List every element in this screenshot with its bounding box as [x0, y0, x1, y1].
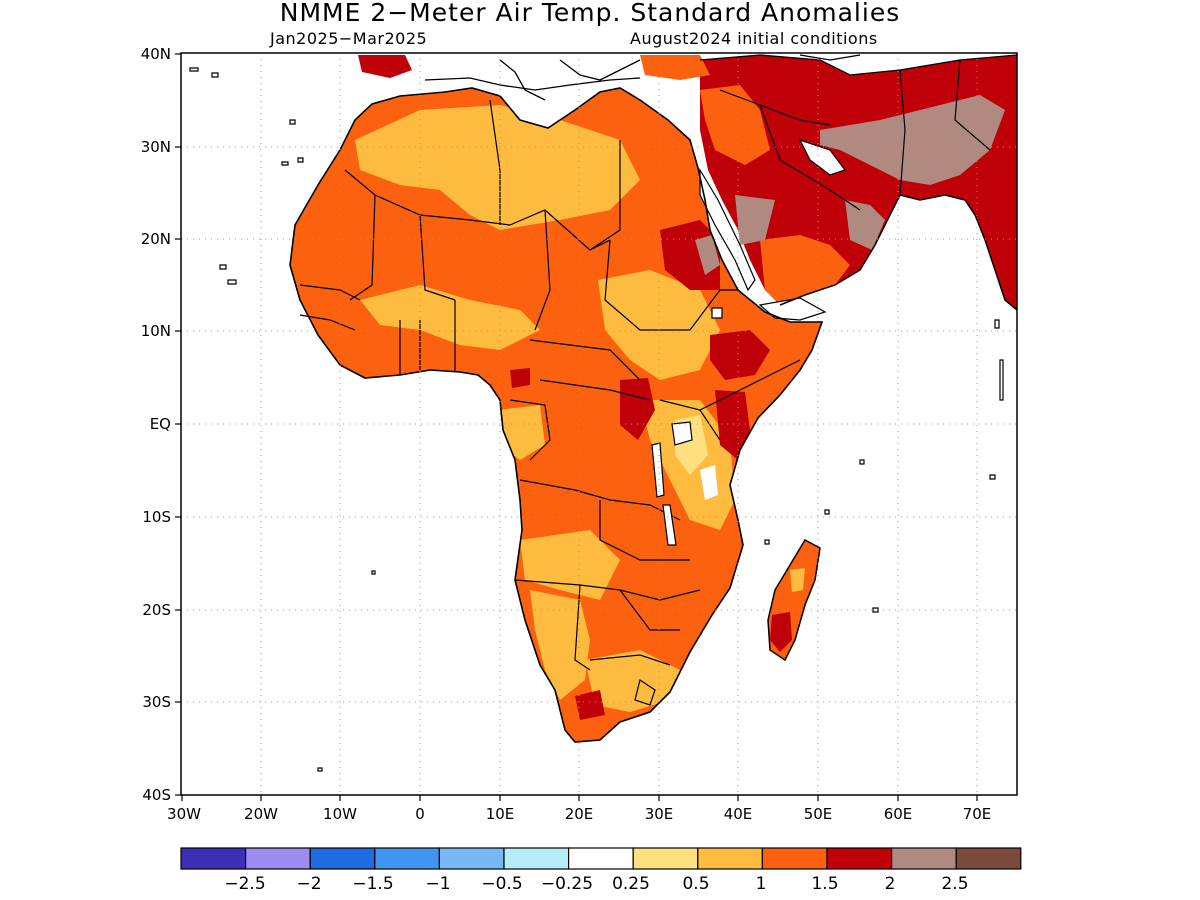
colorbar-swatch [761, 847, 828, 870]
lon-tick-label: 30E [645, 805, 674, 823]
axis-ticks [175, 53, 978, 801]
colorbar-swatch [374, 847, 440, 870]
colorbar-labels: −2.5 −2 −1.5 −1 −0.5 −0.25 0.25 0.5 1 1.… [224, 874, 968, 894]
forecast-period: Jan2025−Mar2025 [270, 29, 428, 48]
lat-tick-label: 10N [141, 322, 171, 340]
lon-tick-label: 10W [323, 805, 357, 823]
colorbar-label: 1.5 [811, 874, 838, 894]
colorbar-swatch [890, 847, 957, 870]
lon-tick-label: 40E [724, 805, 753, 823]
lon-tick-label: 20W [244, 805, 278, 823]
lon-tick-label: 10E [486, 805, 515, 823]
anomaly-fields [189, 54, 1017, 772]
map-gridlines [181, 53, 1017, 795]
lat-tick-label: EQ [150, 415, 171, 433]
lon-tick-label: 0 [415, 805, 425, 823]
colorbar-swatch [826, 847, 893, 870]
colorbar-label: −2.5 [224, 874, 265, 894]
initial-conditions: August2024 initial conditions [630, 29, 878, 48]
colorbar-swatch [309, 847, 376, 870]
lat-tick-label: 40S [142, 786, 171, 804]
colorbar-label: 2 [885, 874, 896, 894]
lat-tick-label: 40N [141, 45, 171, 63]
colorbar-swatch [955, 847, 1022, 870]
colorbar-swatch [503, 847, 570, 870]
colorbar-label: 1 [756, 874, 767, 894]
colorbar [180, 847, 1022, 870]
lon-tick-label: 70E [963, 805, 992, 823]
colorbar-label: 0.5 [682, 874, 709, 894]
colorbar-label: −1.5 [352, 874, 393, 894]
lon-tick-label: 30W [167, 805, 201, 823]
lat-tick-label: 20N [141, 230, 171, 248]
colorbar-label: −0.25 [541, 874, 593, 894]
colorbar-swatch [180, 847, 247, 870]
colorbar-swatch [697, 847, 763, 870]
colorbar-swatch [632, 847, 699, 870]
lat-tick-label: 30N [141, 138, 171, 156]
lat-tick-label: 30S [142, 693, 171, 711]
colorbar-label: −0.5 [481, 874, 522, 894]
colorbar-label: 2.5 [941, 874, 968, 894]
lat-tick-label: 20S [142, 601, 171, 619]
colorbar-swatch [245, 847, 311, 870]
lon-tick-label: 60E [884, 805, 913, 823]
lon-tick-label: 50E [804, 805, 833, 823]
colorbar-label: 0.25 [612, 874, 650, 894]
map-title: NMME 2−Meter Air Temp. Standard Anomalie… [279, 0, 901, 27]
colorbar-swatch [567, 847, 634, 870]
colorbar-label: −2 [296, 874, 321, 894]
lon-tick-label: 20E [565, 805, 594, 823]
colorbar-label: −1 [425, 874, 450, 894]
lat-tick-label: 10S [142, 508, 171, 526]
colorbar-swatch [438, 847, 505, 870]
